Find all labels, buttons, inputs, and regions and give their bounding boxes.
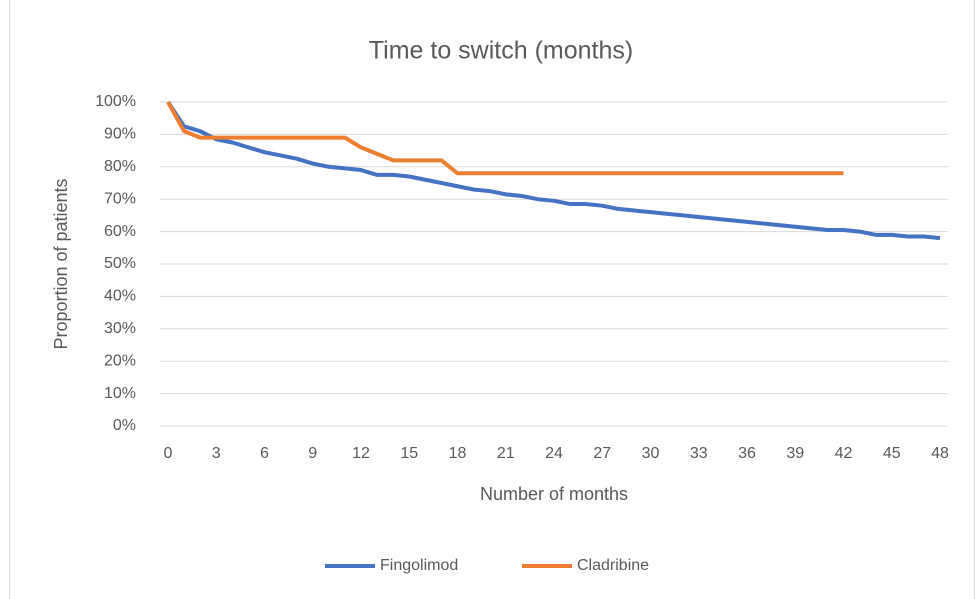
y-tick-label: 90% bbox=[104, 126, 136, 143]
legend-label: Fingolimod bbox=[380, 557, 458, 574]
x-tick-label: 6 bbox=[260, 445, 269, 462]
legend-label: Cladribine bbox=[577, 557, 649, 574]
data-line bbox=[166, 100, 941, 241]
x-tick-label: 12 bbox=[352, 445, 370, 462]
chart-frame bbox=[9, 0, 975, 599]
y-tick-label: 30% bbox=[104, 320, 136, 337]
x-tick-label: 24 bbox=[545, 445, 563, 462]
x-tick-label: 21 bbox=[497, 445, 515, 462]
y-tick-label: 20% bbox=[104, 352, 136, 369]
x-axis-label: Number of months bbox=[480, 484, 628, 504]
y-tick-label: 50% bbox=[104, 255, 136, 272]
x-tick-label: 39 bbox=[786, 445, 804, 462]
x-tick-label: 42 bbox=[835, 445, 853, 462]
x-tick-label: 27 bbox=[593, 445, 611, 462]
x-tick-label: 33 bbox=[690, 445, 708, 462]
chart-title: Time to switch (months) bbox=[369, 37, 633, 65]
x-tick-label: 3 bbox=[212, 445, 221, 462]
x-tick-label: 9 bbox=[308, 445, 317, 462]
x-tick-label: 15 bbox=[400, 445, 418, 462]
data-line bbox=[166, 101, 844, 176]
y-tick-label: 80% bbox=[104, 158, 136, 175]
x-tick-label: 48 bbox=[931, 445, 949, 462]
x-tick-label: 18 bbox=[449, 445, 467, 462]
y-tick-label: 60% bbox=[104, 223, 136, 240]
x-tick-label: 30 bbox=[642, 445, 660, 462]
x-tick-label: 45 bbox=[883, 445, 901, 462]
y-tick-label: 40% bbox=[104, 288, 136, 305]
y-tick-label: 100% bbox=[95, 93, 136, 110]
x-tick-label: 0 bbox=[164, 445, 173, 462]
x-tick-label: 36 bbox=[738, 445, 756, 462]
y-axis-label: Proportion of patients bbox=[51, 178, 71, 349]
y-tick-label: 0% bbox=[113, 417, 136, 434]
y-tick-label: 70% bbox=[104, 190, 136, 207]
y-tick-label: 10% bbox=[104, 385, 136, 402]
